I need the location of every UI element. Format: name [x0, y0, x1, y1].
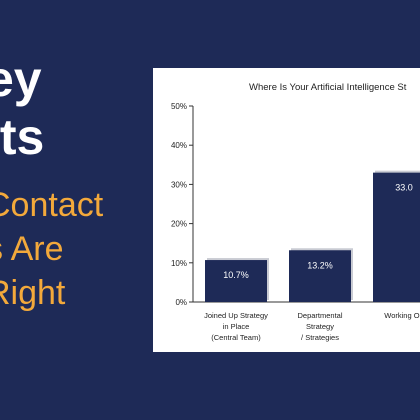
- chart-title: Where Is Your Artificial Intelligence St: [249, 82, 407, 93]
- bar-value-label: 33.0: [395, 183, 413, 193]
- subheadline-line-1: Contact: [0, 186, 104, 224]
- category-label: Joined Up Strategy: [204, 311, 268, 320]
- y-tick-label: 0%: [175, 298, 187, 307]
- y-tick-label: 50%: [171, 102, 187, 111]
- bar-value-label: 10.7%: [223, 270, 249, 280]
- bar-chart: Where Is Your Artificial Intelligence St…: [171, 82, 420, 342]
- bar: [373, 172, 420, 302]
- headline-line-2: lts: [0, 109, 45, 165]
- bar: [289, 250, 351, 302]
- category-label: Strategy: [306, 322, 334, 331]
- category-label: Departmental: [297, 311, 342, 320]
- category-label: in Place: [223, 322, 250, 331]
- category-label: / Strategies: [301, 333, 339, 342]
- bar-value-label: 13.2%: [307, 260, 333, 270]
- y-tick-label: 20%: [171, 220, 187, 229]
- subheadline-line-2: s Are: [0, 230, 64, 268]
- y-tick-label: 10%: [171, 259, 187, 268]
- category-label: Working On: [384, 311, 420, 320]
- headline-line-1: ey: [0, 51, 42, 107]
- y-tick-label: 40%: [171, 141, 187, 150]
- chart-card: Where Is Your Artificial Intelligence St…: [153, 68, 420, 352]
- category-label: (Central Team): [211, 333, 261, 342]
- y-tick-label: 30%: [171, 180, 187, 189]
- subheadline-line-3: Right: [0, 274, 66, 312]
- bar: [205, 260, 267, 302]
